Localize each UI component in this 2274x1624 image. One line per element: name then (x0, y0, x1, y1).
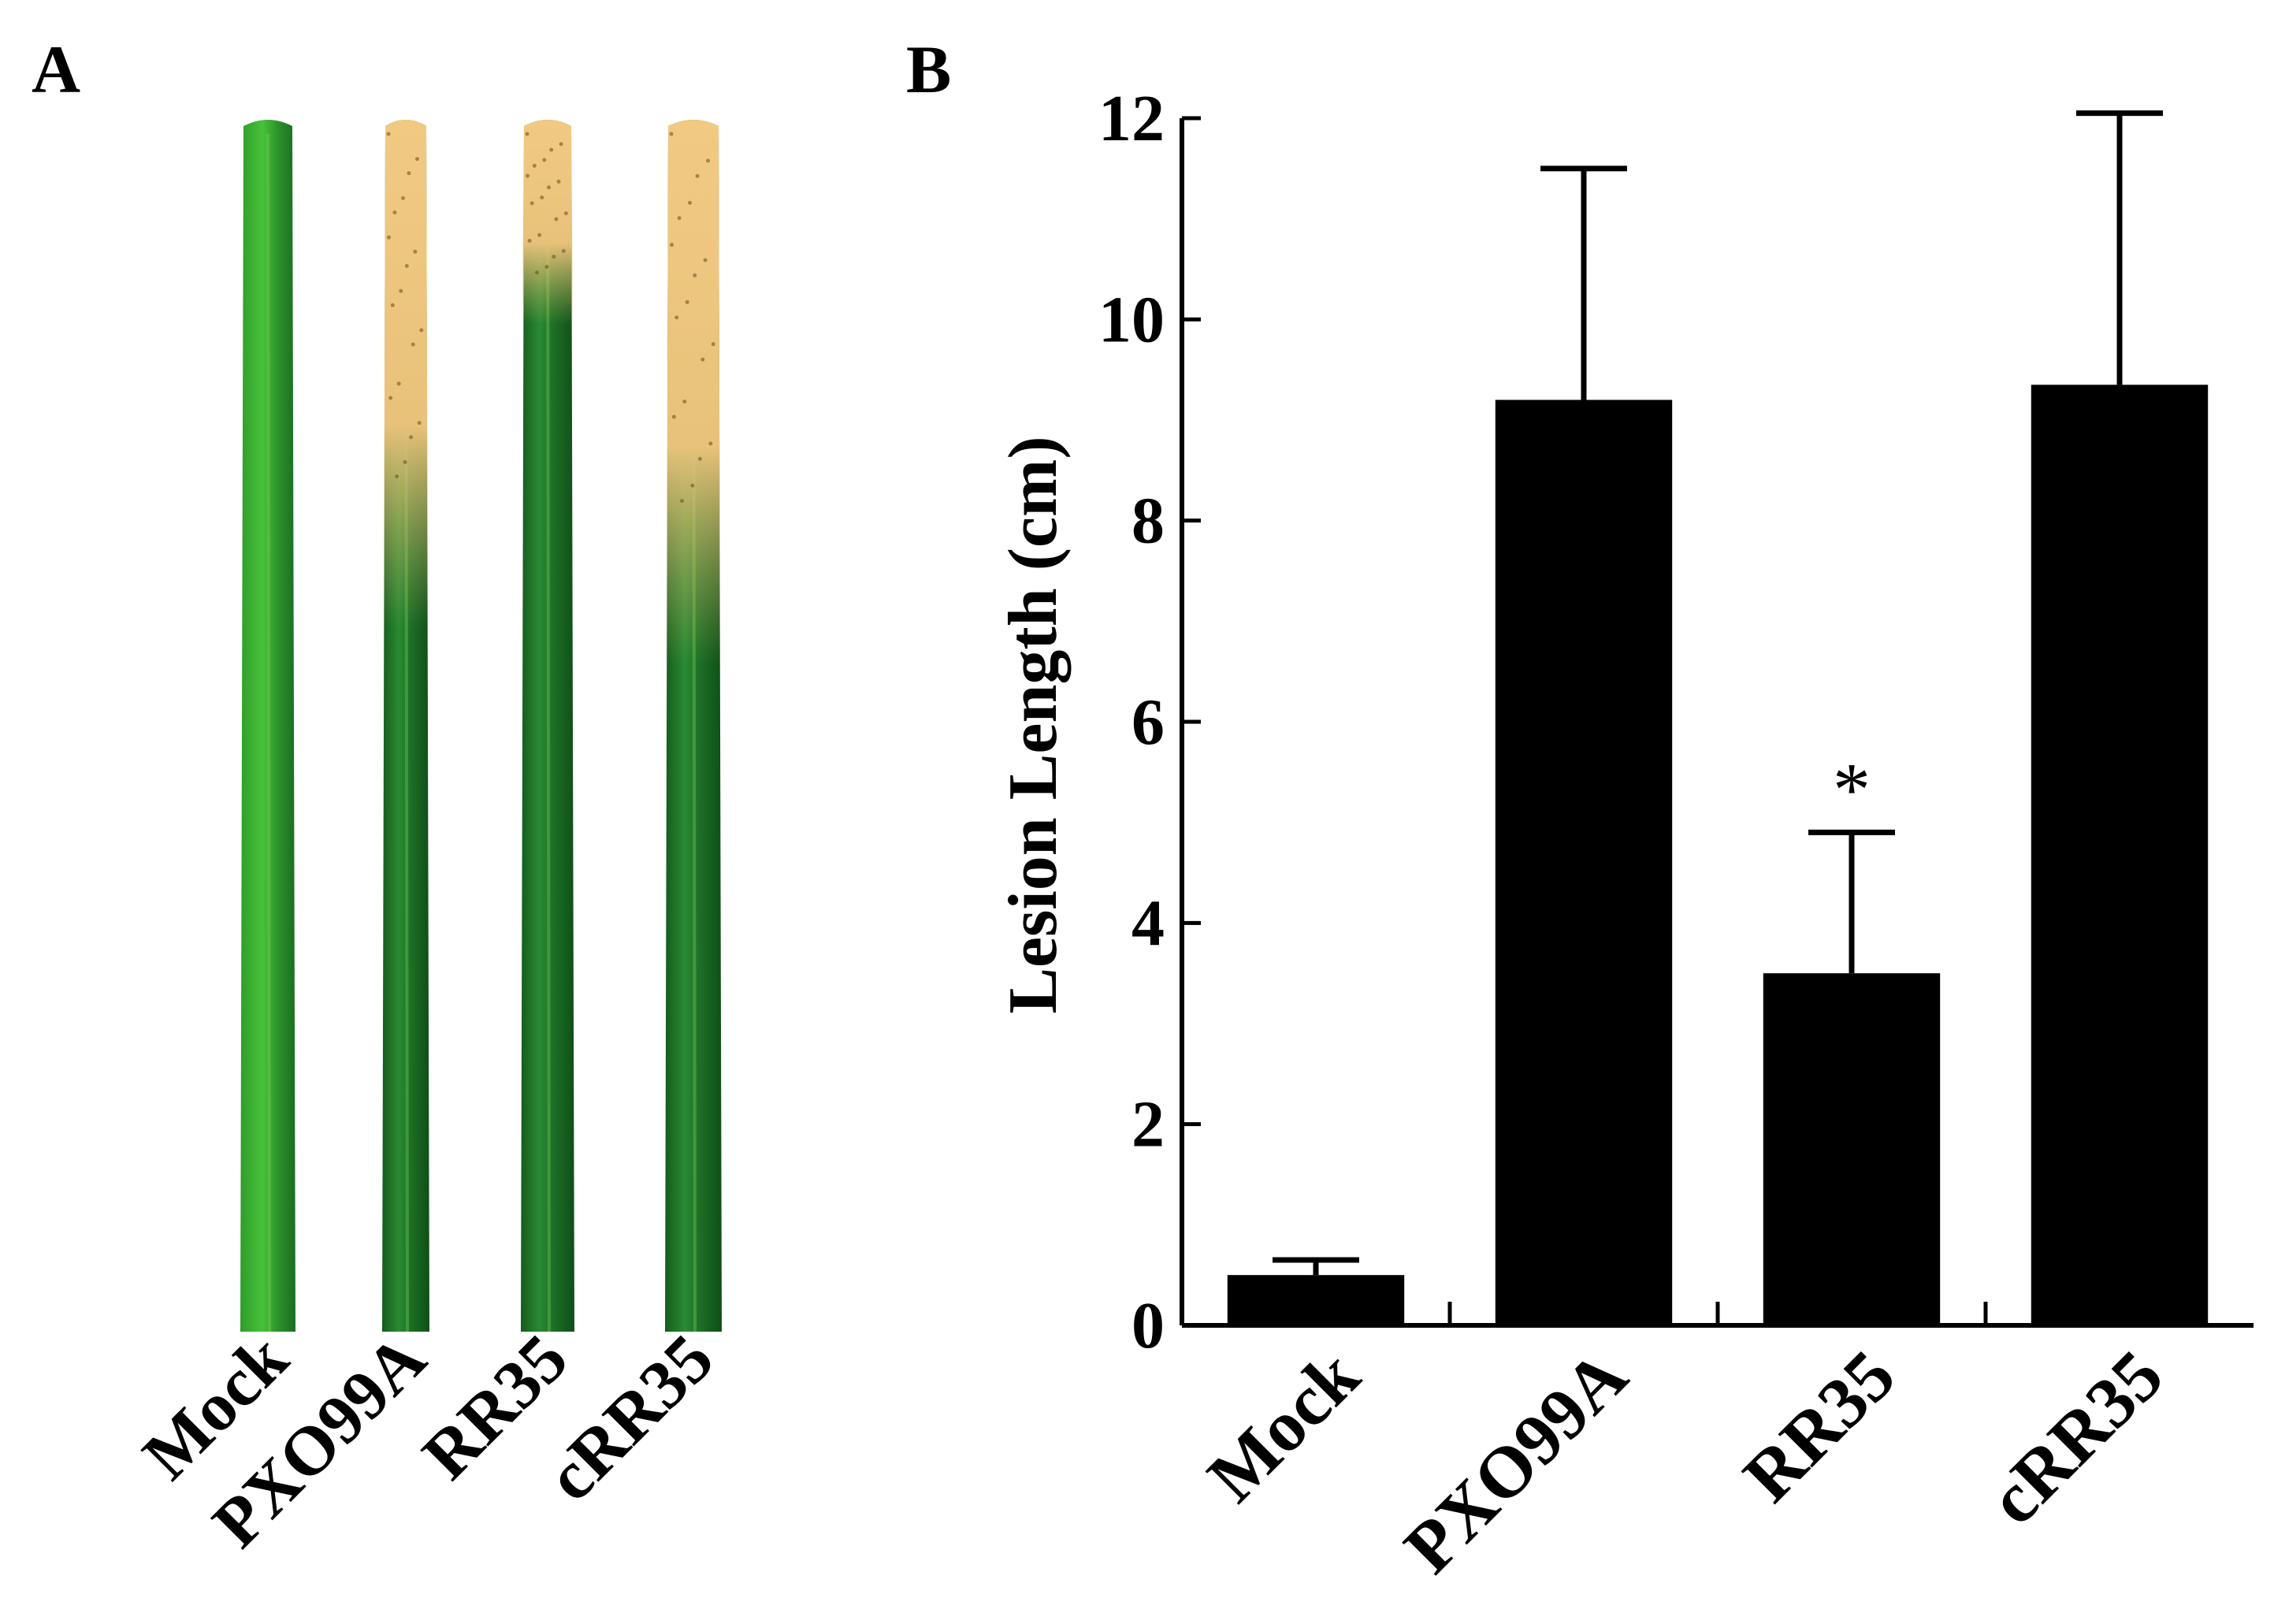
bar-crr35 (2031, 385, 2209, 1326)
y-axis-title: Lesion Length (cm) (995, 436, 1072, 1013)
x-tick-label-rr35: RR35 (1728, 1335, 1910, 1517)
x-tick-label-pxo99a: PXO99A (1389, 1335, 1642, 1588)
y-tick-label: 12 (1098, 82, 1165, 155)
lesion-crr35 (667, 120, 720, 664)
significance-star: * (1833, 747, 1871, 831)
x-tick-label-mock: Mock (1192, 1334, 1375, 1517)
bar-rr35 (1763, 973, 1941, 1325)
lesion-pxo99a (384, 120, 428, 628)
leaf-rr35 (521, 120, 574, 1332)
leaf-crr35 (665, 120, 722, 1332)
panel-a-label: A (32, 32, 81, 107)
y-tick-label: 4 (1131, 886, 1165, 960)
y-tick-label: 6 (1131, 686, 1165, 759)
lesion-rr35 (522, 120, 573, 325)
y-tick-label: 10 (1098, 283, 1165, 356)
bar-pxo99a (1495, 399, 1673, 1325)
leaf-mock (240, 120, 295, 1332)
bar-mock (1227, 1275, 1405, 1325)
y-tick-label: 8 (1131, 485, 1165, 558)
y-tick-label: 0 (1131, 1289, 1165, 1362)
leaf-pxo99a (382, 120, 429, 1332)
y-tick-label: 2 (1131, 1088, 1165, 1161)
panel-b-label: B (906, 32, 952, 107)
x-tick-label-crr35: cRR35 (1973, 1335, 2178, 1540)
